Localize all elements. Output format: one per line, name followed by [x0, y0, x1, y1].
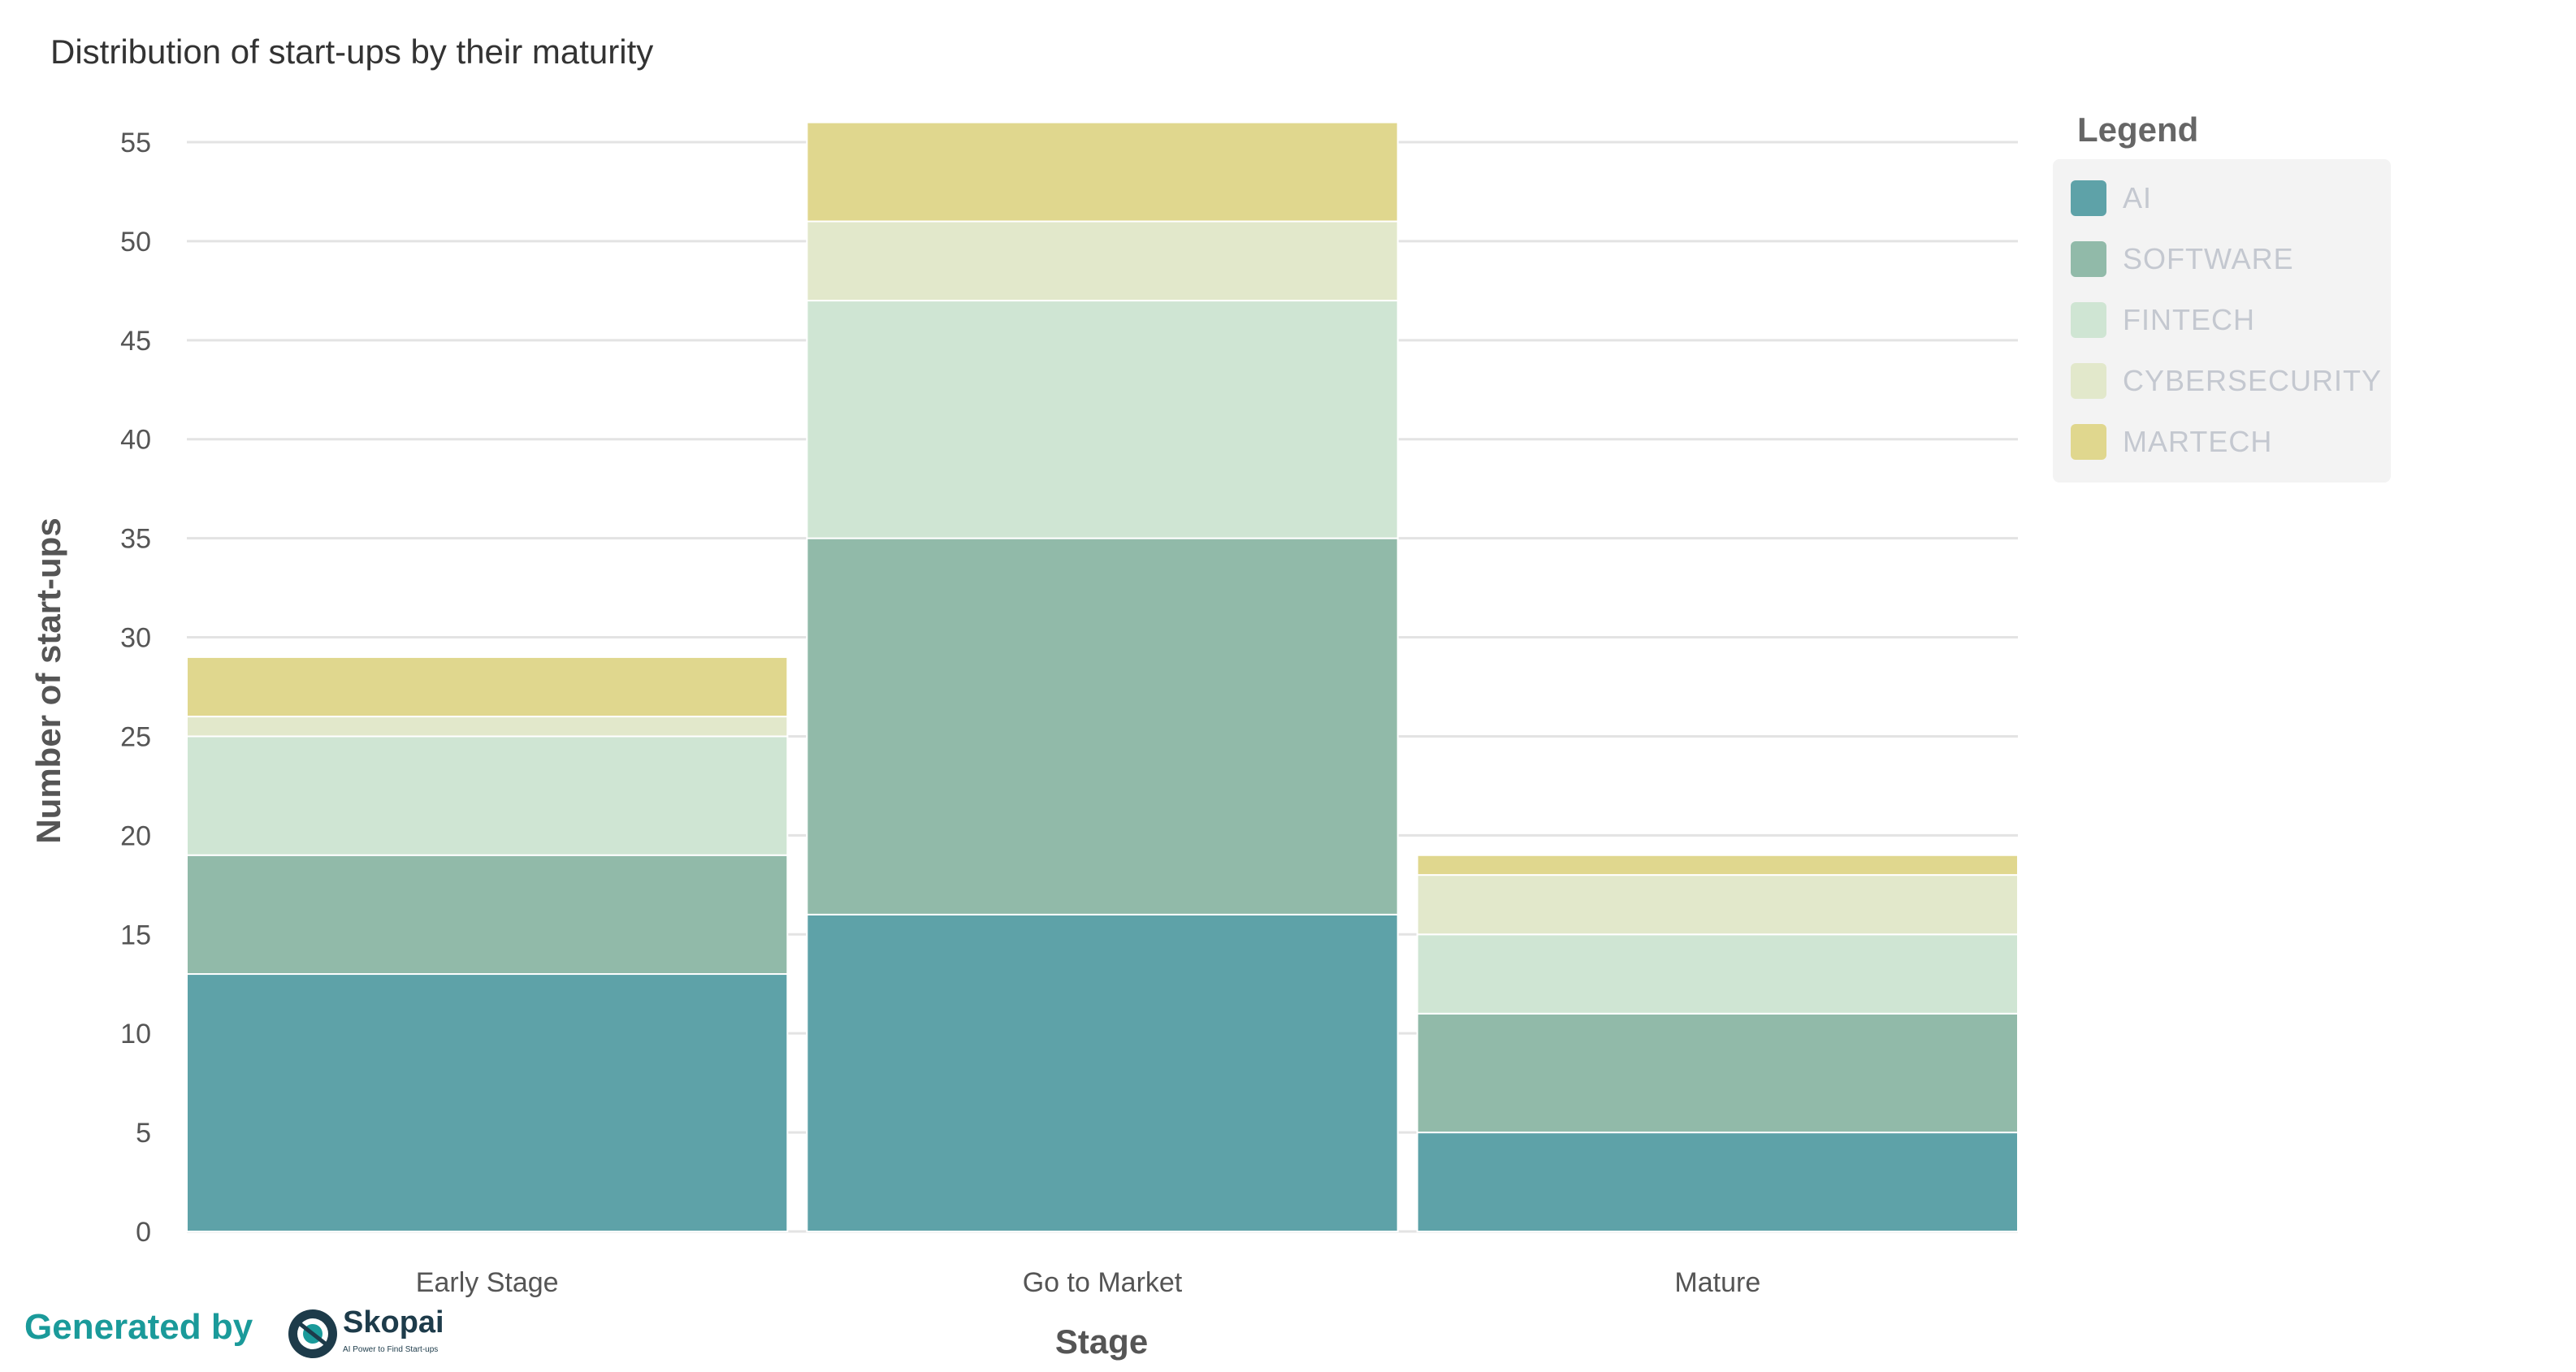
bar-segment-martech-1 [806, 121, 1399, 223]
bar-stack-area [186, 121, 2019, 1233]
bar-segment-cybersecurity-2 [1416, 874, 2019, 936]
bar-segment-fintech-2 [1416, 933, 2019, 1015]
y-tick-label: 35 [120, 524, 151, 555]
bar-segment-martech-0 [186, 656, 789, 718]
x-tick-label: Go to Market [1023, 1267, 1183, 1298]
legend-items: AI SOFTWARE FINTECH CYBERSECURITY MARTECH [2071, 180, 2382, 460]
y-tick-label: 20 [120, 820, 151, 851]
bar-segment-fintech-1 [806, 300, 1399, 539]
bar-segment-ai-2 [1416, 1132, 2019, 1233]
y-tick-label: 40 [120, 425, 151, 456]
y-axis-ticks: 0 5 10 15 20 25 30 35 40 45 50 55 [120, 128, 151, 1248]
legend-swatch-software [2071, 241, 2106, 277]
y-tick-label: 55 [120, 128, 151, 158]
bar-segment-martech-2 [1416, 854, 2019, 876]
legend-box [2053, 159, 2391, 483]
legend-swatch-ai [2071, 180, 2106, 216]
y-axis-title: Number of start-ups [29, 517, 67, 843]
legend-label-ai: AI [2123, 181, 2152, 214]
y-tick-label: 45 [120, 326, 151, 357]
legend-label-martech: MARTECH [2123, 425, 2272, 458]
x-tick-label: Mature [1674, 1267, 1760, 1298]
legend-swatch-martech [2071, 424, 2106, 460]
logo-tagline: AI Power to Find Start-ups [343, 1345, 438, 1354]
bar-segment-software-0 [186, 854, 789, 976]
generated-by-text: Generated by [24, 1307, 253, 1347]
logo-name: Skopai [343, 1305, 444, 1340]
y-tick-label: 5 [136, 1118, 151, 1149]
bar-segment-software-2 [1416, 1012, 2019, 1134]
legend-swatch-cybersecurity [2071, 363, 2106, 399]
skopai-logo-icon [288, 1309, 337, 1358]
y-tick-label: 50 [120, 227, 151, 258]
y-tick-label: 0 [136, 1217, 151, 1248]
x-tick-label: Early Stage [416, 1267, 559, 1298]
x-axis-title: Stage [1055, 1322, 1148, 1361]
y-tick-label: 25 [120, 721, 151, 752]
chart-title: Distribution of start-ups by their matur… [50, 32, 653, 71]
bar-segment-ai-1 [806, 913, 1399, 1232]
legend-swatch-fintech [2071, 302, 2106, 338]
x-axis-ticks: Early Stage Go to Market Mature [416, 1267, 1760, 1298]
bar-segment-cybersecurity-1 [806, 220, 1399, 302]
legend-label-fintech: FINTECH [2123, 303, 2255, 336]
bar-segment-fintech-0 [186, 735, 789, 856]
bar-segment-ai-0 [186, 973, 789, 1232]
bar-segment-software-1 [806, 537, 1399, 915]
legend-label-cybersecurity: CYBERSECURITY [2123, 364, 2382, 397]
bar-segment-cybersecurity-0 [186, 716, 789, 738]
footer-branding: Generated by Skopai AI Power to Find Sta… [24, 1305, 444, 1358]
y-tick-label: 15 [120, 920, 151, 950]
y-tick-label: 30 [120, 623, 151, 654]
legend-label-software: SOFTWARE [2123, 242, 2294, 275]
y-tick-label: 10 [120, 1019, 151, 1050]
legend-title: Legend [2077, 110, 2198, 149]
